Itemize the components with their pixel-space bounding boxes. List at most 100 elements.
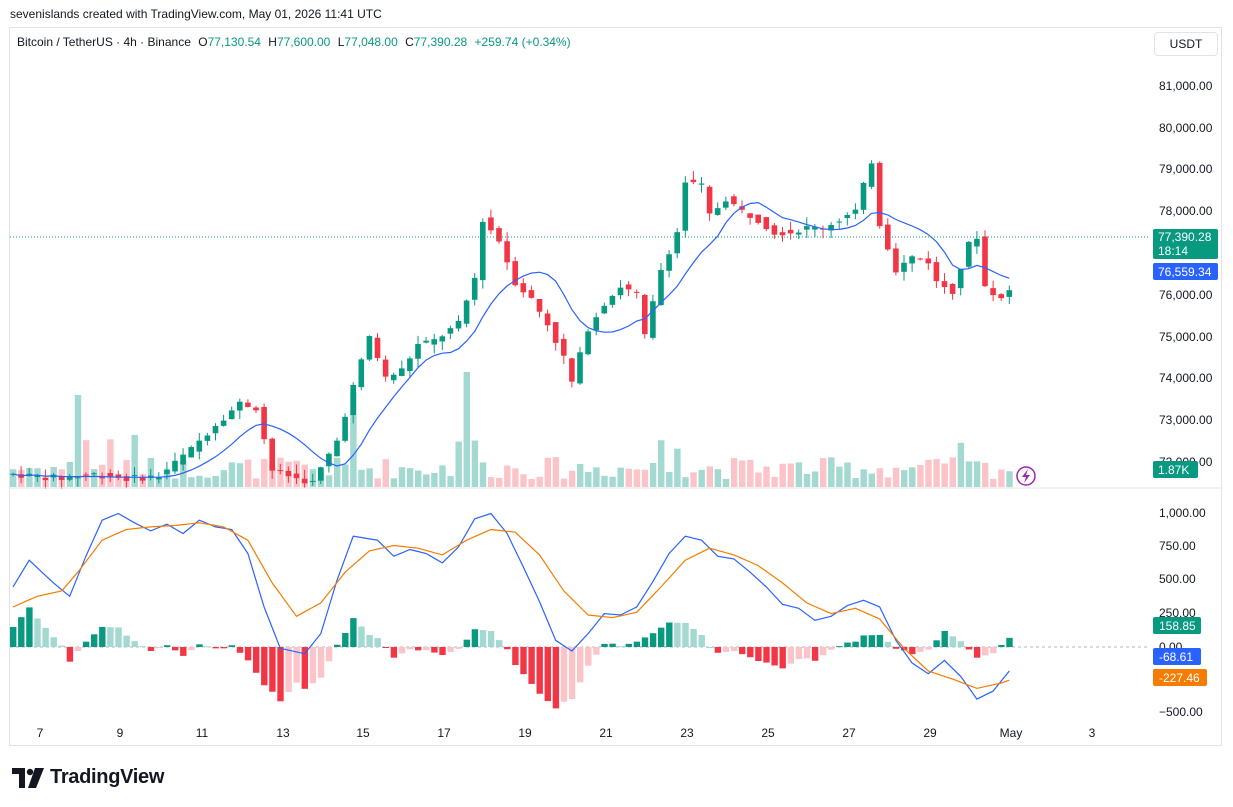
volume-bar	[625, 468, 632, 487]
volume-bar	[957, 442, 965, 487]
volume-bar	[496, 477, 503, 487]
candle	[309, 473, 316, 486]
volume-bar	[552, 457, 560, 487]
histogram-bar	[10, 626, 17, 647]
high-value: 77,600.00	[276, 35, 331, 49]
candle	[439, 334, 446, 350]
histogram-bar	[66, 647, 74, 662]
volume-bar	[115, 473, 122, 487]
volume-bar	[747, 459, 754, 487]
candle	[852, 203, 859, 220]
macd-text: -68.61	[1159, 650, 1193, 664]
candle	[123, 473, 130, 488]
candle	[423, 336, 429, 344]
histogram-bar	[423, 647, 430, 651]
candle	[577, 346, 583, 385]
volume-bar	[658, 440, 665, 487]
close-label: C	[405, 35, 414, 49]
candle	[642, 293, 648, 339]
price-scale: 81,000.00 80,000.00 79,000.00 78,000.00 76,0…	[1159, 79, 1213, 469]
candle	[909, 254, 915, 272]
candle	[731, 194, 737, 207]
volume-bar	[431, 472, 438, 487]
candle	[690, 171, 697, 185]
symbol-name[interactable]: Bitcoin / TetherUS · 4h · Binance	[17, 35, 191, 49]
histogram-bar	[722, 647, 730, 652]
price-scale-label: 79,000.00	[1159, 162, 1213, 176]
histogram-bar	[34, 618, 41, 647]
volume-bar	[439, 465, 446, 487]
candle	[820, 225, 826, 239]
histogram-bar	[698, 634, 705, 647]
candle	[836, 218, 842, 229]
signal-line	[12, 522, 1010, 690]
candle	[804, 217, 810, 238]
candle	[455, 315, 462, 332]
volume-bar	[577, 464, 584, 487]
candle	[520, 278, 527, 298]
candle	[42, 469, 49, 489]
time-axis-label: 23	[680, 726, 694, 740]
currency-button[interactable]: USDT	[1154, 32, 1218, 56]
histogram-bar	[982, 647, 989, 656]
histogram-bar	[876, 634, 884, 647]
histogram-bar	[763, 647, 770, 663]
candle	[382, 355, 389, 382]
histogram-bar	[941, 630, 948, 647]
candle	[650, 294, 656, 340]
volume-bar	[536, 476, 543, 487]
time-axis-label: 13	[276, 726, 290, 740]
candle	[342, 413, 348, 443]
histogram-bar	[431, 647, 438, 653]
volume-bar	[398, 467, 406, 487]
lightning-icon[interactable]	[1016, 466, 1036, 486]
volume-bar	[382, 459, 389, 487]
histogram-bar	[18, 617, 25, 647]
histogram-bar	[803, 647, 811, 659]
histogram-bar	[471, 629, 479, 647]
price-scale-label: 73,000.00	[1159, 413, 1213, 427]
volume-bar	[196, 475, 203, 487]
candle	[504, 232, 510, 270]
histogram-bar	[714, 647, 722, 653]
price-scale-label: 76,000.00	[1159, 288, 1213, 302]
open-label: O	[198, 35, 208, 49]
candle	[609, 294, 616, 308]
histogram-bar	[560, 647, 568, 702]
candle	[706, 185, 713, 221]
volume-bar	[342, 464, 349, 487]
histogram-bar	[487, 630, 495, 647]
signal-text: -227.46	[1159, 671, 1200, 685]
candle	[917, 257, 923, 261]
histogram-bar	[285, 647, 292, 692]
histogram-bar	[334, 644, 341, 647]
tradingview-logo[interactable]: TradingView	[12, 766, 164, 789]
macd-scale-label: 250.00	[1159, 606, 1196, 620]
candle	[463, 299, 470, 328]
candle	[933, 256, 940, 289]
histogram-bar	[949, 636, 956, 647]
last-price-text: 77,390.28	[1158, 230, 1212, 244]
volume-bar	[844, 462, 851, 487]
candle	[139, 474, 146, 484]
histogram-bar	[212, 647, 219, 649]
histogram-bar	[836, 646, 843, 648]
histogram-bar	[536, 647, 543, 694]
volume-bar	[131, 434, 138, 487]
volume-bar	[366, 468, 373, 487]
volume-bar	[406, 468, 414, 487]
candle	[625, 281, 632, 297]
candle	[66, 474, 73, 482]
candle	[480, 218, 486, 289]
candle	[528, 285, 535, 299]
histogram-bar	[269, 647, 276, 692]
candle	[228, 406, 235, 420]
volume-bar	[487, 477, 495, 487]
candle	[180, 448, 186, 471]
histogram-bar	[520, 647, 527, 675]
histogram-bar	[74, 647, 82, 652]
volume-bar	[933, 459, 940, 487]
histogram-bar	[544, 647, 551, 702]
histogram-bar	[82, 641, 90, 647]
